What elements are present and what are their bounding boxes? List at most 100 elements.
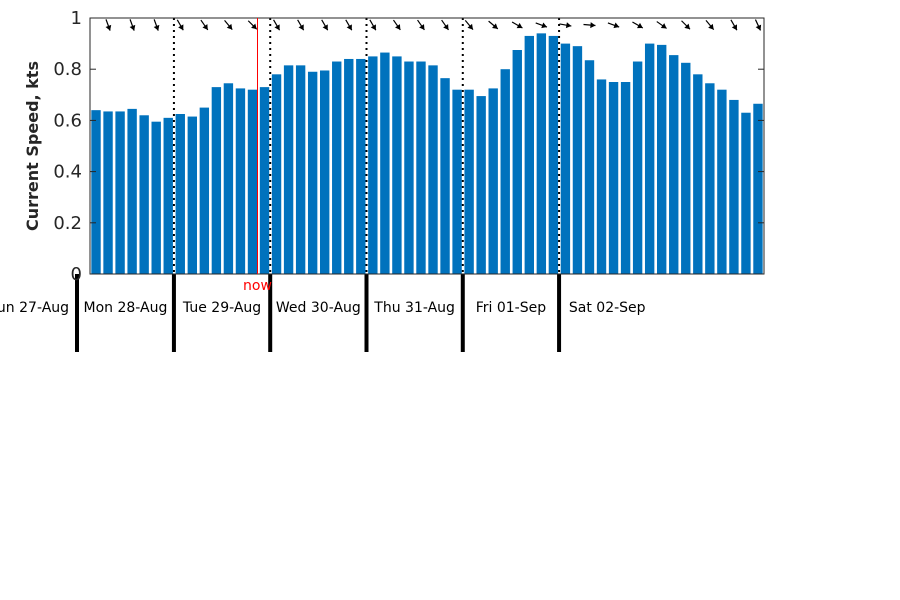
y-tick-label: 0: [71, 264, 82, 285]
day-label: Thu 31-Aug: [373, 300, 455, 316]
bar: [175, 114, 185, 274]
direction-arrow: [200, 19, 209, 31]
bar: [681, 62, 691, 274]
bar: [380, 52, 390, 275]
bar: [717, 89, 727, 275]
arrow-head: [129, 24, 136, 31]
direction-arrow: [297, 19, 305, 31]
bar: [235, 88, 246, 275]
direction-arrow: [535, 22, 548, 29]
bar: [139, 115, 149, 274]
arrow-head: [443, 24, 449, 30]
bar: [584, 60, 595, 274]
day-label: Tue 29-Aug: [182, 300, 261, 316]
direction-arrow: [441, 19, 449, 31]
bar: [115, 111, 125, 274]
bar: [247, 89, 258, 275]
bar: [632, 61, 643, 274]
arrow-head: [226, 23, 233, 30]
bar: [512, 50, 522, 274]
bar: [452, 89, 462, 275]
direction-arrow: [464, 20, 474, 30]
day-label: Wed 30-Aug: [276, 300, 361, 316]
bar: [428, 65, 438, 274]
bar: [344, 58, 354, 275]
y-tick-label: 0.6: [53, 110, 82, 131]
bar: [753, 103, 763, 274]
arrow-head: [251, 23, 257, 30]
direction-arrow: [345, 19, 353, 31]
bar: [705, 83, 715, 274]
direction-arrow: [681, 20, 691, 30]
bar: [151, 121, 161, 275]
bar: [741, 112, 751, 274]
day-label: Mon 28-Aug: [84, 300, 168, 316]
direction-arrow: [656, 21, 667, 29]
direction-arrow: [583, 22, 596, 29]
bar: [163, 117, 173, 274]
bar: [103, 111, 113, 274]
direction-arrow: [247, 20, 258, 30]
arrow-head: [708, 23, 714, 30]
arrow-head: [660, 23, 667, 29]
bar: [729, 99, 739, 274]
direction-arrow: [273, 19, 281, 31]
bar: [500, 69, 510, 274]
bar: [187, 116, 197, 274]
arrow-head: [202, 24, 208, 30]
bar: [295, 65, 306, 274]
arrow-head: [178, 24, 184, 31]
bar: [693, 74, 703, 274]
bar: [392, 56, 402, 275]
y-tick-label: 0.4: [53, 162, 82, 183]
arrow-head: [684, 23, 691, 30]
arrow-head: [105, 24, 112, 31]
bar: [572, 46, 583, 274]
day-dividers-group: [75, 18, 562, 352]
arrow-head: [565, 22, 572, 29]
now-marker-group: now: [243, 18, 272, 294]
direction-arrows-group: [105, 19, 762, 31]
direction-arrow: [369, 19, 377, 31]
bar: [271, 74, 282, 274]
bar: [644, 43, 655, 274]
now-label: now: [243, 278, 272, 294]
day-label: Sun 27-Aug: [0, 300, 69, 316]
arrow-head: [153, 24, 160, 31]
direction-arrow: [417, 19, 425, 31]
direction-arrow: [129, 19, 136, 31]
arrow-head: [636, 22, 643, 29]
direction-arrow: [105, 19, 112, 31]
arrow-head: [370, 24, 376, 31]
bar: [488, 88, 498, 275]
day-label: Fri 01-Sep: [476, 300, 546, 316]
day-labels-group: Sun 27-Aug Mon 28-Aug Tue 29-Aug Wed 30-Aug…: [0, 300, 646, 316]
direction-arrow: [705, 20, 715, 30]
direction-arrow: [607, 22, 620, 29]
y-tick-label: 1: [71, 8, 82, 29]
direction-arrow: [392, 19, 401, 31]
bar: [669, 55, 679, 275]
bar: [657, 44, 667, 274]
bar: [223, 83, 234, 274]
direction-arrow: [632, 21, 644, 29]
bar: [356, 58, 366, 275]
arrow-head: [492, 23, 498, 29]
arrow-head: [298, 24, 304, 31]
bar: [199, 107, 210, 274]
bar: [283, 65, 294, 274]
arrow-head: [395, 24, 401, 30]
arrow-head: [419, 24, 425, 30]
bar: [608, 82, 619, 274]
arrow-head: [755, 24, 762, 31]
arrow-head: [322, 24, 328, 31]
bar: [307, 71, 318, 274]
bar: [440, 78, 450, 274]
bar: [332, 61, 342, 274]
arrow-head: [541, 22, 547, 29]
direction-arrow: [559, 22, 572, 29]
bar: [596, 79, 607, 274]
bar: [536, 33, 547, 274]
bar: [476, 96, 486, 274]
